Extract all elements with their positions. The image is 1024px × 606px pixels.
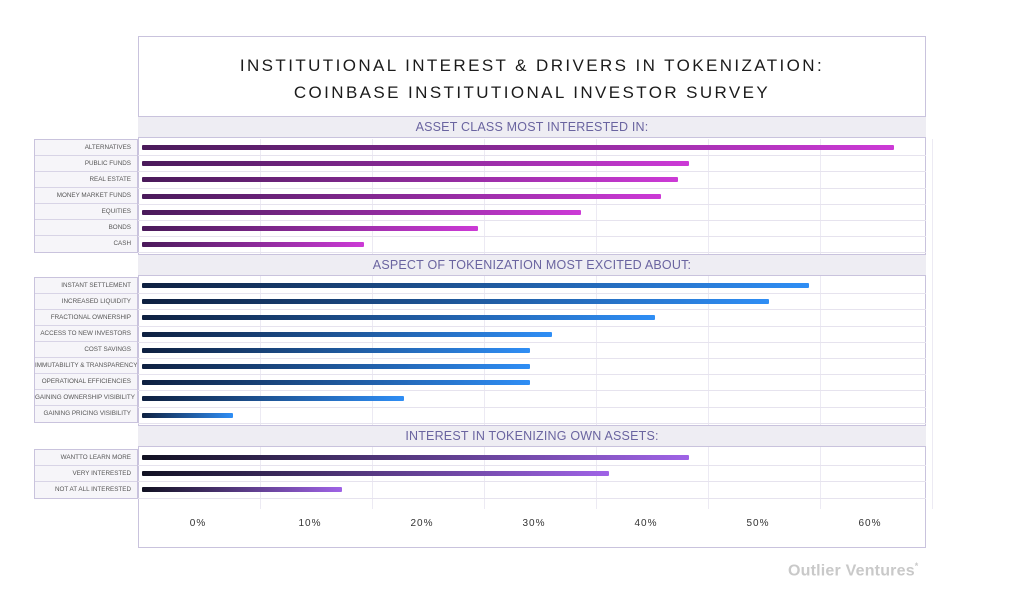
bar-asset-4	[142, 210, 581, 215]
bar-asset-6	[142, 242, 364, 247]
brand-mark: *	[914, 561, 919, 571]
x-tick-label: 50%	[746, 518, 770, 529]
row-separator	[138, 465, 926, 466]
row-separator	[138, 188, 926, 189]
x-tick-label: 30%	[522, 518, 546, 529]
chart-title: INSTITUTIONAL INTEREST & DRIVERS IN TOKE…	[138, 52, 926, 106]
x-tick-label: 40%	[634, 518, 658, 529]
category-label: WANTTO LEARN MORE	[35, 450, 137, 466]
category-labels-aspect: INSTANT SETTLEMENT INCREASED LIQUIDITY F…	[34, 277, 138, 423]
bar-interest-1	[142, 471, 609, 476]
grid-line	[260, 139, 261, 509]
row-separator	[138, 481, 926, 482]
bar-asset-2	[142, 177, 678, 182]
category-label: OPERATIONAL EFFICIENCIES	[35, 374, 137, 390]
row-separator	[138, 309, 926, 310]
x-tick-label: 0%	[189, 518, 207, 529]
grid-line	[708, 139, 709, 509]
chart-frame	[138, 36, 926, 548]
bar-aspect-5	[142, 364, 530, 369]
brand-logo: Outlier Ventures*	[788, 561, 919, 580]
row-separator	[138, 326, 926, 327]
row-separator	[138, 407, 926, 408]
brand-name: Outlier Ventures	[788, 562, 915, 580]
bar-interest-2	[142, 487, 342, 492]
section-header-interest: INTEREST IN TOKENIZING OWN ASSETS:	[138, 425, 926, 447]
row-separator	[138, 204, 926, 205]
category-label: COST SAVINGS	[35, 342, 137, 358]
category-label: GAINING PRICING VISIBILITY	[35, 406, 137, 422]
grid-line	[372, 139, 373, 509]
x-tick-label: 10%	[298, 518, 322, 529]
row-separator	[138, 374, 926, 375]
category-label: CASH	[35, 236, 137, 252]
grid-line	[484, 139, 485, 509]
category-label: ALTERNATIVES	[35, 140, 137, 156]
category-labels-asset: ALTERNATIVES PUBLIC FUNDS REAL ESTATE MO…	[34, 139, 138, 253]
category-label: MONEY MARKET FUNDS	[35, 188, 137, 204]
bar-aspect-7	[142, 396, 404, 401]
category-label: IMMUTABILITY & TRANSPARENCY	[35, 358, 137, 374]
row-separator	[138, 423, 926, 424]
row-separator	[138, 342, 926, 343]
row-separator	[138, 171, 926, 172]
grid-line	[820, 139, 821, 509]
bar-aspect-2	[142, 315, 655, 320]
chart-title-line-2: COINBASE INSTITUTIONAL INVESTOR SURVEY	[293, 83, 771, 102]
x-tick-label: 60%	[858, 518, 882, 529]
row-separator	[138, 390, 926, 391]
row-separator	[138, 155, 926, 156]
category-labels-interest: WANTTO LEARN MORE VERY INTERESTED NOT AT…	[34, 449, 138, 499]
bar-aspect-4	[142, 348, 530, 353]
bar-asset-1	[142, 161, 689, 166]
grid-line	[596, 139, 597, 509]
grid-line	[932, 139, 933, 509]
row-separator	[138, 358, 926, 359]
row-separator	[138, 498, 926, 499]
category-label: BONDS	[35, 220, 137, 236]
bar-aspect-8	[142, 413, 233, 418]
row-separator	[138, 293, 926, 294]
chart-title-line-1: INSTITUTIONAL INTEREST & DRIVERS IN TOKE…	[239, 56, 825, 75]
bar-interest-0	[142, 455, 689, 460]
category-label: EQUITIES	[35, 204, 137, 220]
row-separator	[138, 220, 926, 221]
bar-asset-5	[142, 226, 478, 231]
category-label: VERY INTERESTED	[35, 466, 137, 482]
bar-aspect-3	[142, 332, 552, 337]
category-label: PUBLIC FUNDS	[35, 156, 137, 172]
x-tick-label: 20%	[410, 518, 434, 529]
section-header-aspect: ASPECT OF TOKENIZATION MOST EXCITED ABOU…	[138, 254, 926, 276]
category-label: INCREASED LIQUIDITY	[35, 294, 137, 310]
category-label: REAL ESTATE	[35, 172, 137, 188]
bar-aspect-0	[142, 283, 809, 288]
row-separator	[138, 236, 926, 237]
category-label: NOT AT ALL INTERESTED	[35, 482, 137, 498]
bar-aspect-6	[142, 380, 530, 385]
bar-aspect-1	[142, 299, 769, 304]
category-label: GAINING OWNERSHIP VISIBILITY	[35, 390, 137, 406]
row-separator	[138, 252, 926, 253]
bar-asset-0	[142, 145, 894, 150]
category-label: FRACTIONAL OWNERSHIP	[35, 310, 137, 326]
category-label: ACCESS TO NEW INVESTORS	[35, 326, 137, 342]
bar-asset-3	[142, 194, 661, 199]
section-header-asset: ASSET CLASS MOST INTERESTED IN:	[138, 116, 926, 138]
category-label: INSTANT SETTLEMENT	[35, 278, 137, 294]
